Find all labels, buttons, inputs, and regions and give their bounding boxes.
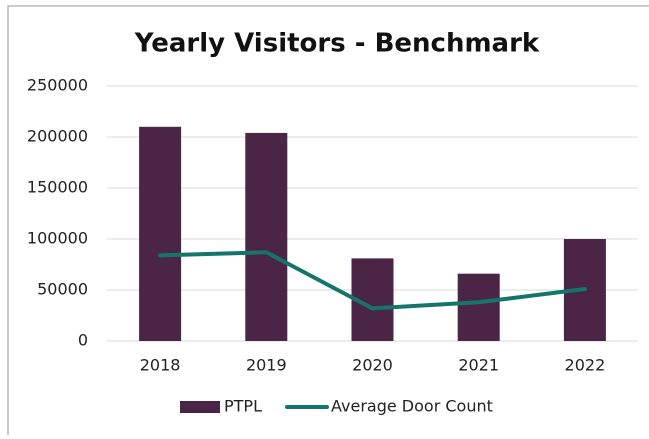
y-tick-label: 0 bbox=[78, 331, 88, 350]
x-tick-label: 2021 bbox=[458, 356, 499, 375]
y-tick-label: 100000 bbox=[27, 229, 88, 248]
x-tick-label: 2022 bbox=[565, 356, 606, 375]
y-tick-label: 200000 bbox=[27, 127, 88, 146]
chart-frame bbox=[7, 5, 649, 439]
x-tick-label: 2018 bbox=[140, 356, 181, 375]
bar bbox=[245, 132, 288, 341]
line-series bbox=[158, 250, 587, 311]
legend-label: Average Door Count bbox=[331, 397, 493, 416]
y-tick-label: 150000 bbox=[27, 178, 88, 197]
y-tick-label: 250000 bbox=[27, 76, 88, 95]
legend-label: PTPL bbox=[224, 397, 262, 416]
bar bbox=[139, 126, 182, 341]
chart-title: Yearly Visitors - Benchmark bbox=[134, 29, 540, 59]
x-tick-label: 2019 bbox=[246, 356, 287, 375]
x-tick-label: 2020 bbox=[352, 356, 393, 375]
y-tick-label: 50000 bbox=[37, 280, 88, 299]
bar bbox=[457, 273, 500, 341]
legend-swatch bbox=[180, 401, 220, 413]
